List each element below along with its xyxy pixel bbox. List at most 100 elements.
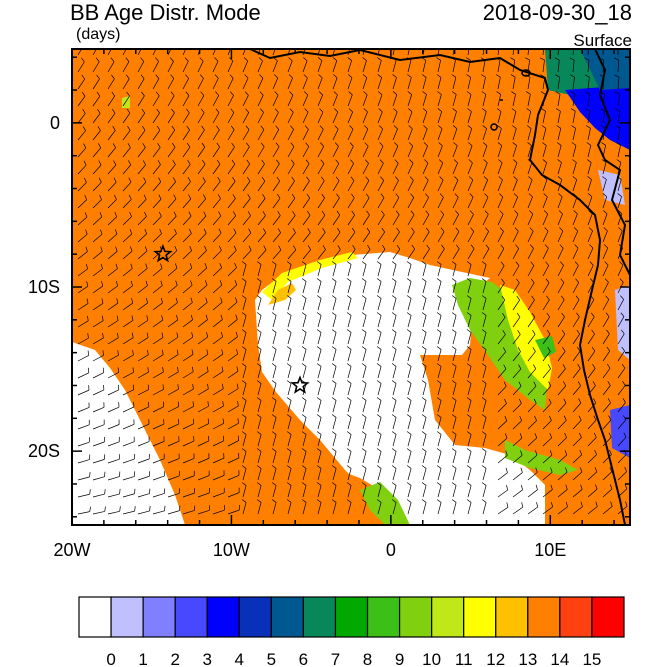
colorbar-swatch (334, 596, 369, 638)
wind-barb (212, 245, 222, 260)
wind-barb (555, 74, 561, 90)
wind-barb (182, 453, 195, 464)
wind-barb (167, 488, 180, 498)
wind-barb (227, 125, 235, 141)
wind-barb (587, 432, 597, 447)
wind-barb (376, 261, 382, 277)
wind-barb (257, 91, 264, 107)
wind-barb (481, 448, 487, 464)
wind-barb (182, 505, 196, 515)
wind-barb (122, 506, 136, 515)
wind-barb (167, 74, 175, 90)
wind-barb (182, 91, 190, 107)
wind-barb (362, 159, 369, 175)
wind-barb (257, 125, 265, 141)
wind-barb (406, 363, 412, 379)
colorbar-label: 15 (582, 650, 601, 667)
wind-barb (256, 312, 262, 328)
wind-barb (437, 176, 444, 192)
wind-barb (542, 227, 549, 243)
wind-barb (212, 194, 221, 209)
wind-barb (122, 194, 132, 209)
wind-barb (77, 281, 89, 294)
wind-barb (107, 402, 120, 413)
wind-barb (512, 278, 520, 294)
wind-barb (227, 142, 235, 158)
wind-barb (512, 347, 521, 362)
wind-barb (361, 465, 367, 481)
wind-barb (137, 453, 150, 464)
wind-barb (167, 436, 180, 447)
wind-barb (107, 57, 115, 73)
wind-barb (152, 419, 165, 430)
wind-barb (347, 57, 352, 73)
wind-barb (182, 436, 195, 447)
wind-barb (152, 194, 162, 209)
wind-barb (271, 312, 277, 328)
wind-barb (466, 499, 472, 515)
wind-barb (376, 295, 382, 311)
wind-barb (527, 433, 538, 447)
wind-barb (572, 467, 583, 481)
wind-barb (497, 467, 508, 481)
wind-barb (527, 415, 537, 430)
wind-barb (557, 484, 568, 498)
wind-barb (316, 329, 322, 345)
wind-barb (392, 210, 400, 226)
wind-barb (570, 108, 576, 124)
wind-barb (451, 261, 457, 277)
wind-barb (197, 349, 209, 362)
wind-barb (377, 108, 383, 124)
wind-barb (167, 228, 177, 243)
wind-barb (331, 380, 337, 396)
units-label: (days) (76, 26, 121, 43)
wind-barb (227, 331, 238, 345)
wind-barb (361, 295, 367, 311)
wind-barb (92, 367, 105, 379)
wind-barb (584, 74, 590, 90)
wind-barb (302, 228, 311, 243)
wind-barb (451, 499, 457, 515)
wind-barb (466, 397, 472, 413)
wind-barb (182, 142, 191, 158)
wind-barb (167, 401, 180, 413)
wind-barb (317, 57, 323, 73)
wind-barb (421, 380, 427, 396)
wind-barb (107, 367, 120, 379)
wind-barb (422, 142, 428, 158)
wind-barb (406, 346, 412, 362)
wind-barb (587, 261, 594, 277)
wind-barb (392, 74, 397, 90)
wind-barb (167, 505, 181, 515)
wind-barb (331, 363, 337, 379)
wind-barb (512, 450, 523, 464)
wind-barb (466, 329, 472, 345)
wind-barb (92, 194, 102, 209)
wind-barb (361, 431, 367, 447)
wind-barb (437, 210, 445, 226)
wind-barb (257, 142, 265, 158)
wind-barb (317, 159, 325, 175)
wind-barb (331, 499, 337, 515)
wind-barb (422, 210, 430, 226)
wind-barb (481, 278, 487, 294)
wind-barb (556, 108, 561, 124)
wind-barb (212, 349, 224, 362)
wind-barb (92, 402, 105, 413)
wind-barb (572, 312, 580, 328)
wind-barb (587, 176, 592, 192)
wind-barb (271, 363, 277, 379)
wind-barb (256, 278, 262, 294)
wind-barb (182, 470, 195, 481)
wind-barb (241, 380, 247, 396)
wind-barb (167, 453, 180, 464)
wind-barb (137, 419, 150, 430)
wind-barb (615, 125, 621, 141)
colorbar-swatch (270, 596, 305, 638)
wind-barb (271, 414, 277, 430)
wind-barb (256, 448, 262, 464)
wind-barb (227, 57, 234, 73)
wind-barb (376, 414, 382, 430)
wind-barb (167, 263, 178, 277)
wind-barb (436, 448, 442, 464)
